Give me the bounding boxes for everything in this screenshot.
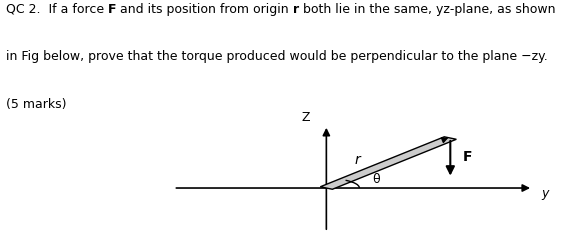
Text: and its position from origin: and its position from origin: [116, 3, 293, 15]
Text: Z: Z: [302, 111, 310, 124]
Text: F: F: [463, 150, 472, 164]
Text: (5 marks): (5 marks): [6, 98, 66, 111]
Text: both lie in the same, yz-plane, as shown: both lie in the same, yz-plane, as shown: [299, 3, 556, 15]
Text: y: y: [541, 188, 548, 200]
Text: θ: θ: [372, 173, 379, 186]
Text: QC 2.  If a force: QC 2. If a force: [6, 3, 108, 15]
Text: r: r: [354, 153, 360, 167]
Text: in Fig below, prove that the torque produced would be perpendicular to the plane: in Fig below, prove that the torque prod…: [6, 50, 547, 64]
Text: F: F: [108, 3, 116, 15]
Text: r: r: [293, 3, 299, 15]
Polygon shape: [320, 137, 456, 189]
